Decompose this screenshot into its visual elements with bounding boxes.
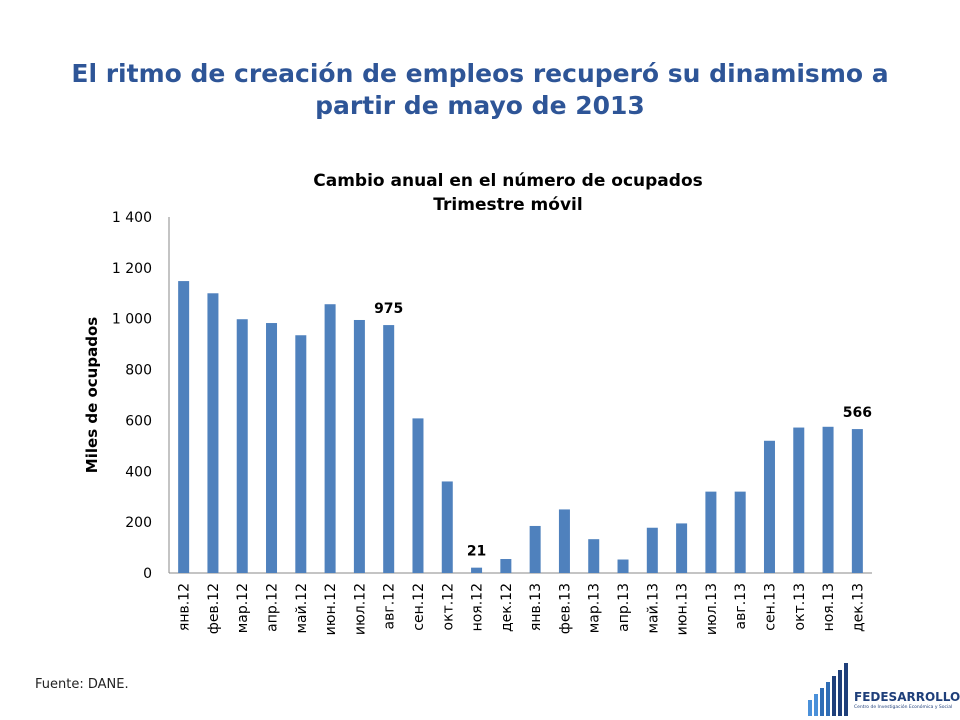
- y-tick-label: 800: [125, 363, 152, 379]
- x-tick-label: май.13: [645, 583, 661, 634]
- bar: [500, 559, 512, 573]
- bar: [558, 509, 570, 573]
- bar: [763, 440, 775, 573]
- source-note: Fuente: DANE.: [35, 677, 129, 692]
- bar: [676, 523, 688, 573]
- x-tick-label: мар.12: [235, 583, 251, 633]
- x-tick-label: фев.13: [557, 583, 573, 634]
- bar: [383, 325, 395, 573]
- x-tick-label: апр.12: [265, 583, 281, 632]
- data-label: 21: [467, 544, 486, 560]
- y-tick-label: 1 200: [112, 261, 152, 277]
- y-tick-label: 1 000: [112, 312, 152, 328]
- x-tick-label: янв.12: [177, 583, 193, 631]
- bar: [295, 335, 307, 573]
- data-label: 566: [843, 405, 872, 421]
- bar: [471, 567, 483, 573]
- bar: [705, 491, 717, 573]
- bar: [441, 481, 453, 573]
- chart-subtitle: Trimestre móvil: [433, 195, 582, 215]
- x-tick-label: май.12: [294, 583, 310, 634]
- bar: [588, 539, 600, 573]
- x-tick-label: мар.13: [587, 583, 603, 633]
- x-axis-labels: янв.12 фев.12 мар.12 апр.12 май.12 июн.12 июл.…: [177, 583, 867, 635]
- bar: [266, 323, 278, 573]
- x-tick-label: июн.13: [675, 583, 691, 635]
- bars: [178, 281, 863, 573]
- logo-bars-icon: [808, 663, 848, 716]
- bar: [178, 281, 190, 573]
- bar: [793, 427, 805, 573]
- bar: [236, 319, 248, 573]
- logo-name: FEDESARROLLO: [854, 690, 960, 704]
- bar: [851, 429, 863, 573]
- y-tick-label: 600: [125, 413, 152, 429]
- x-tick-label: ноя.13: [821, 583, 837, 631]
- bar: [646, 527, 658, 573]
- y-axis-title: Miles de ocupados: [83, 317, 101, 473]
- bar: [353, 319, 365, 573]
- bar: [324, 304, 336, 573]
- y-axis-ticks: 0 200 400 600 800 1 000 1 200 1 400: [112, 210, 152, 582]
- x-tick-label: фев.12: [206, 583, 222, 634]
- bar: [412, 418, 424, 573]
- x-tick-label: дек.12: [499, 583, 515, 632]
- data-labels: 975 21 566: [374, 301, 872, 560]
- x-tick-label: сен.12: [411, 583, 427, 631]
- x-tick-label: янв.13: [528, 583, 544, 631]
- x-tick-label: сен.13: [762, 583, 778, 631]
- bar: [822, 426, 834, 573]
- x-tick-label: дек.13: [850, 583, 866, 632]
- slide-title: El ritmo de creación de empleos recuperó…: [71, 59, 889, 120]
- x-tick-label: июл.12: [352, 583, 368, 635]
- fedesarrollo-logo: FEDESARROLLO Centro de Investigación Eco…: [806, 660, 960, 716]
- data-label: 975: [374, 301, 403, 317]
- x-tick-label: окт.13: [792, 583, 808, 630]
- x-tick-label: авг.12: [382, 583, 398, 629]
- y-tick-label: 400: [125, 464, 152, 480]
- bar: [617, 559, 629, 573]
- bar: [734, 491, 746, 573]
- logo-subtitle: Centro de Investigación Económica y Soci…: [854, 705, 953, 710]
- chart-title: Cambio anual en el número de ocupados: [313, 171, 703, 191]
- x-tick-label: ноя.12: [470, 583, 486, 631]
- x-tick-label: июл.13: [704, 583, 720, 635]
- bar: [207, 293, 219, 573]
- bar: [529, 525, 541, 573]
- y-tick-label: 1 400: [112, 210, 152, 226]
- x-tick-label: апр.13: [616, 583, 632, 632]
- y-tick-label: 200: [125, 515, 152, 531]
- y-tick-label: 0: [143, 566, 152, 582]
- x-tick-label: авг.13: [733, 583, 749, 629]
- x-tick-label: окт.12: [440, 583, 456, 630]
- x-tick-label: июн.12: [323, 583, 339, 635]
